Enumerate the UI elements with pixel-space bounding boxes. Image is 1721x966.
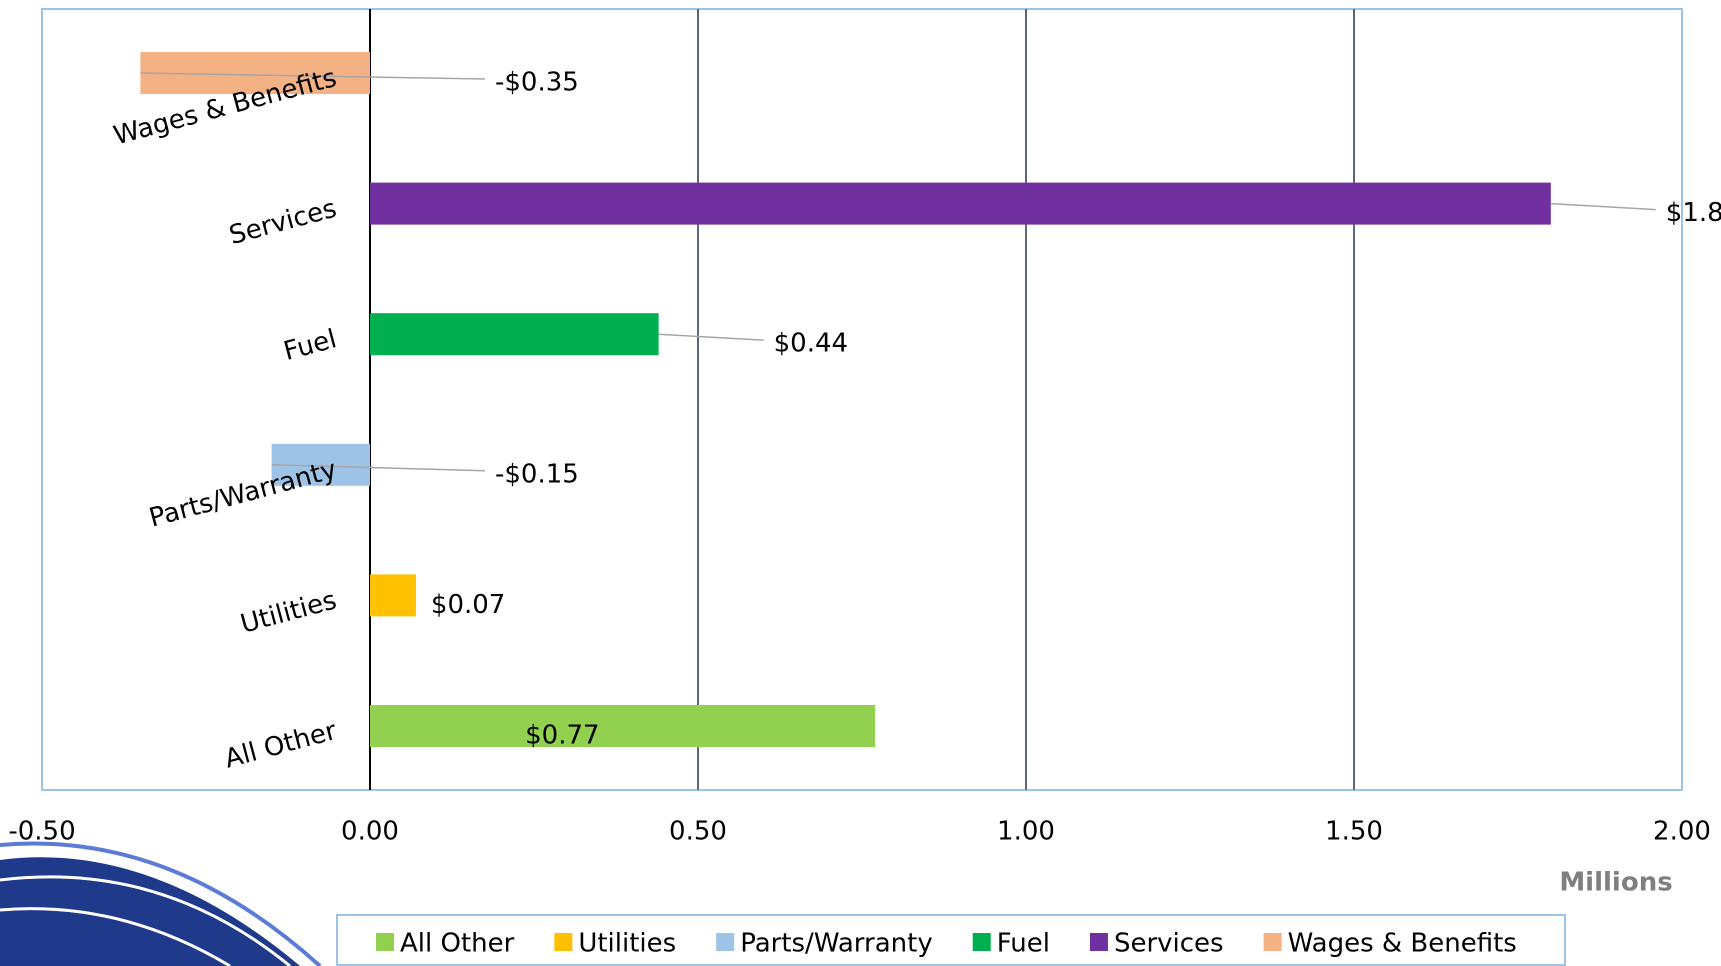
- legend-swatch: [1264, 933, 1282, 951]
- bar: [370, 183, 1551, 225]
- legend-swatch: [973, 933, 991, 951]
- legend-label: Fuel: [997, 929, 1050, 959]
- y-tick-label: Parts/Warranty: [146, 455, 340, 534]
- bar: [370, 313, 659, 355]
- y-tick-label: Services: [226, 194, 340, 251]
- chart: Millions -0.50 0.00 0.50 1.00 1.50 2.00 $0.77 A…: [0, 0, 1721, 966]
- bar: [370, 705, 875, 747]
- y-tick-label: All Other: [222, 716, 340, 775]
- data-label: $0.07: [431, 590, 505, 620]
- data-label: -$0.15: [495, 459, 579, 489]
- data-label: -$0.35: [495, 68, 579, 98]
- legend-swatch: [716, 933, 734, 951]
- leader-line: [659, 334, 764, 340]
- x-tick-label: 2.00: [1653, 817, 1711, 847]
- data-label: $0.44: [774, 329, 848, 359]
- x-tick-label: -0.50: [8, 817, 75, 847]
- y-tick-label: Utilities: [237, 585, 339, 639]
- x-axis-title: Millions: [1559, 868, 1672, 898]
- leader-line: [1551, 204, 1656, 210]
- legend-label: Wages & Benefits: [1288, 929, 1517, 959]
- legend-label: All Other: [400, 929, 515, 959]
- legend-label: Parts/Warranty: [740, 929, 933, 959]
- legend-label: Services: [1114, 929, 1224, 959]
- x-tick-label: 0.50: [669, 817, 727, 847]
- x-tick-label: 1.00: [997, 817, 1055, 847]
- bar: [370, 574, 416, 616]
- legend-swatch: [554, 933, 572, 951]
- x-tick-label: 0.00: [341, 817, 399, 847]
- data-label: $0.77: [525, 721, 599, 751]
- x-tick-label: 1.50: [1325, 817, 1383, 847]
- plot-area: [42, 9, 1682, 790]
- legend-swatch: [1090, 933, 1108, 951]
- data-label: $1.80: [1666, 198, 1721, 228]
- y-tick-label: Fuel: [281, 324, 340, 367]
- legend-label: Utilities: [578, 929, 676, 959]
- decoration: [0, 844, 320, 966]
- legend-swatch: [376, 933, 394, 951]
- page: {"chart_data": {"type": "hbar", "categor…: [0, 0, 1721, 966]
